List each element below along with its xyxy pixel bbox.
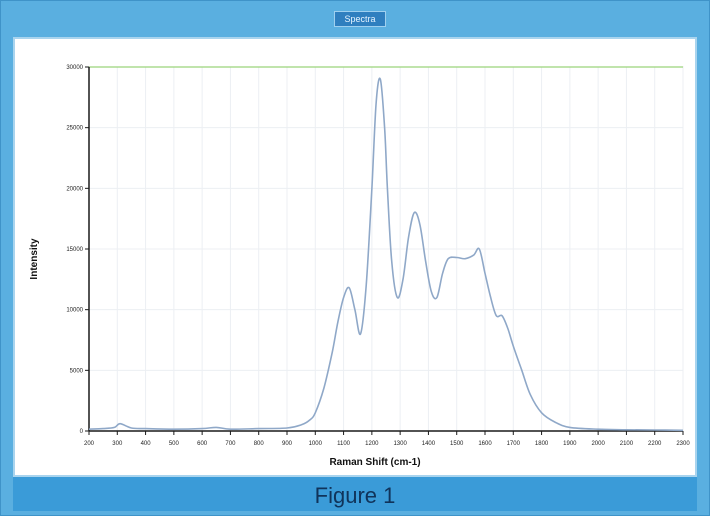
y-tick-label: 5000 — [70, 368, 84, 374]
x-tick-label: 1200 — [365, 441, 379, 447]
y-tick-label: 25000 — [66, 126, 83, 132]
x-tick-label: 400 — [141, 441, 152, 447]
x-tick-label: 1100 — [337, 441, 351, 447]
x-tick-label: 2300 — [676, 441, 690, 447]
x-tick-label: 1600 — [478, 441, 492, 447]
x-tick-label: 1300 — [393, 441, 407, 447]
x-tick-label: 1900 — [563, 441, 577, 447]
y-tick-label: 0 — [80, 429, 84, 435]
x-tick-label: 700 — [225, 441, 236, 447]
x-tick-label: 600 — [197, 441, 208, 447]
caption-band: Figure 1 — [13, 477, 697, 511]
y-axis-label: Intensity — [29, 238, 40, 280]
spectrum-chart: 200 300 400 500 600 700 800 900 1000 1100 1200 1300… — [29, 65, 690, 468]
y-tick-labels: 0 5000 10000 15000 20000 25000 30000 — [66, 65, 89, 435]
y-tick-label: 15000 — [66, 247, 83, 253]
chart-frame: 200 300 400 500 600 700 800 900 1000 1100 1200 1300… — [13, 37, 697, 477]
x-tick-label: 1400 — [422, 441, 436, 447]
x-tick-label: 800 — [254, 441, 265, 447]
y-tick-label: 30000 — [66, 65, 83, 71]
x-tick-label: 900 — [282, 441, 293, 447]
y-tick-label: 20000 — [66, 186, 83, 192]
x-tick-label: 500 — [169, 441, 180, 447]
x-tick-label: 2200 — [648, 441, 662, 447]
x-axis-label: Raman Shift (cm-1) — [329, 457, 420, 468]
x-tick-label: 1700 — [507, 441, 521, 447]
x-tick-label: 300 — [112, 441, 123, 447]
window-title-tab[interactable]: Spectra — [334, 11, 386, 27]
grid-lines — [88, 66, 684, 432]
x-tick-labels: 200 300 400 500 600 700 800 900 1000 1100 1200 1300… — [84, 431, 690, 447]
x-tick-label: 2000 — [591, 441, 605, 447]
x-tick-label: 1500 — [450, 441, 464, 447]
spectrum-line — [88, 77, 684, 432]
figure-caption: Figure 1 — [314, 483, 396, 508]
y-tick-label: 10000 — [66, 308, 83, 314]
x-tick-label: 1800 — [535, 441, 549, 447]
x-tick-label: 2100 — [620, 441, 634, 447]
x-tick-label: 200 — [84, 441, 95, 447]
x-tick-label: 1000 — [309, 441, 323, 447]
